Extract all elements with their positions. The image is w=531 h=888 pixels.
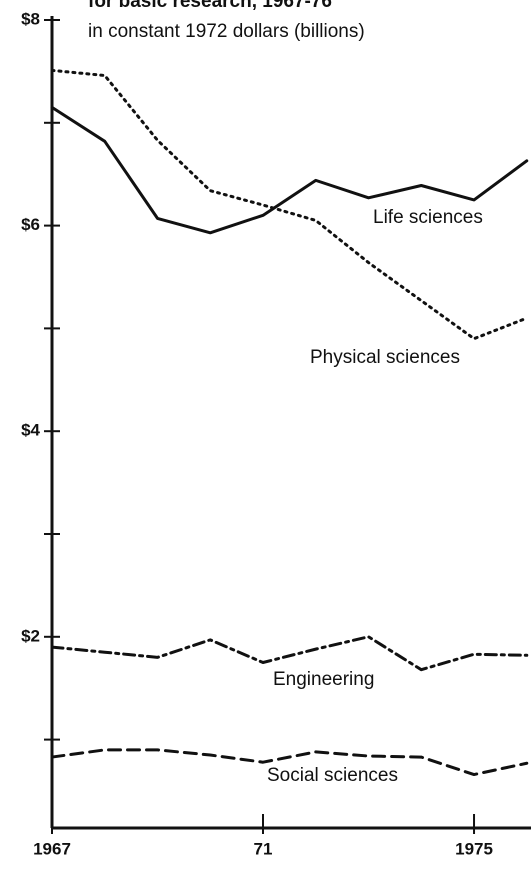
series-label: Life sciences (373, 207, 483, 228)
y-tick-label: $8 (21, 9, 40, 28)
y-tick-label: $2 (21, 626, 40, 645)
series-line (50, 635, 529, 672)
x-tick-label: 1967 (33, 839, 71, 858)
chart-subtitle: in constant 1972 dollars (billions) (88, 21, 365, 42)
series-label: Social sciences (267, 765, 398, 786)
series-line (50, 68, 529, 341)
x-tick-label: 71 (254, 839, 273, 858)
series-line (50, 105, 529, 235)
series-label: Physical sciences (310, 347, 460, 368)
x-tick-label: 1975 (455, 839, 493, 858)
y-tick-label: $4 (21, 421, 40, 440)
y-tick-label: $6 (21, 215, 40, 234)
series-line (50, 748, 529, 777)
chart-title: for basic research, 1967-76 (88, 0, 332, 12)
series-label: Engineering (273, 669, 374, 690)
